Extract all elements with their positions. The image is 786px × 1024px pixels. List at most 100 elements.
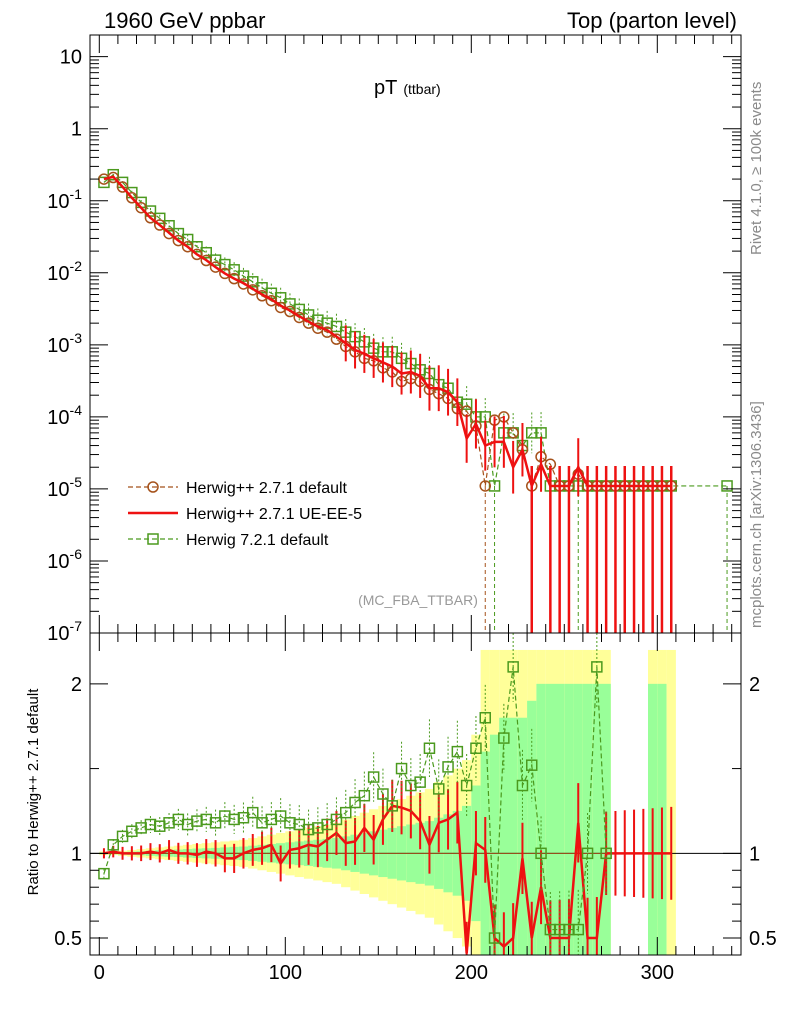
main-marker-herwig-default <box>228 272 240 285</box>
main-marker-herwig-default <box>172 234 185 247</box>
rivet-version-label: Rivet 4.1.0, ≥ 100k events <box>748 82 765 255</box>
ratio-marker-herwig7 <box>126 825 138 838</box>
main-y-tick-label: 10-3 <box>47 330 82 357</box>
main-marker-herwig-default <box>209 261 222 273</box>
ratio-marker-herwig7 <box>526 759 538 771</box>
main-content <box>98 168 733 633</box>
ratio-marker-herwig7 <box>377 788 389 800</box>
ratio-marker-herwig7 <box>367 771 380 783</box>
ratio-band-green <box>582 683 593 955</box>
main-marker-herwig-default <box>135 201 147 214</box>
main-y-tick-label: 10-2 <box>47 258 82 285</box>
main-y-tick-label: 10-4 <box>47 402 82 429</box>
ratio-x-tick-label: 100 <box>269 962 302 984</box>
ratio-marker-herwig7 <box>498 732 510 744</box>
ratio-x-tick-label: 0 <box>94 962 105 984</box>
main-marker-herwig-default <box>293 311 305 324</box>
header-left-title: 1960 GeV ppbar <box>104 8 265 33</box>
main-marker-herwig7 <box>107 168 119 181</box>
ratio-marker-herwig7 <box>107 839 119 851</box>
main-marker-herwig-default <box>181 240 194 253</box>
ratio-marker-herwig7 <box>470 742 482 754</box>
analysis-id-label: (MC_FBA_TTBAR) <box>358 592 478 608</box>
main-marker-herwig-default <box>219 267 231 280</box>
ratio-y-tick-label-right: 0.5 <box>749 928 777 950</box>
ratio-marker-herwig7 <box>209 817 222 829</box>
ratio-x-tick-label: 200 <box>455 962 488 984</box>
main-marker-herwig-default <box>247 284 259 296</box>
ratio-band-green <box>536 683 546 955</box>
main-marker-herwig-default <box>200 254 212 267</box>
ratio-band-yellow <box>666 649 676 955</box>
ratio-marker-herwig7 <box>433 783 445 795</box>
main-y-tick-exponent: -7 <box>70 618 83 634</box>
ratio-band-green <box>564 683 574 955</box>
main-marker-herwig-default <box>154 219 166 231</box>
ratio-marker-herwig7 <box>535 847 547 860</box>
main-marker-herwig-default <box>237 278 250 290</box>
main-marker-herwig7 <box>98 176 110 189</box>
source-label: mcplots.cern.ch [arXiv:1306.3436] <box>748 401 765 628</box>
legend-marker-herwig-default <box>147 481 159 493</box>
ratio-marker-herwig7 <box>414 776 426 788</box>
ratio-marker-herwig7 <box>98 867 110 880</box>
ratio-marker-herwig7 <box>479 711 491 724</box>
plot-title-main: pT <box>374 77 397 99</box>
ratio-marker-herwig7 <box>172 813 185 826</box>
ratio-marker-herwig7 <box>591 661 603 673</box>
ratio-marker-herwig7 <box>358 789 371 802</box>
main-line-herwig-default <box>103 176 672 489</box>
ratio-line-herwig7 <box>103 666 607 939</box>
plot-title-sub: (ttbar) <box>403 81 440 97</box>
ratio-band-green <box>545 683 555 955</box>
ratio-y-tick-label: 2 <box>71 674 82 696</box>
ratio-marker-herwig7 <box>507 661 519 673</box>
ratio-y-tick-label: 1 <box>71 843 82 865</box>
main-marker-herwig7 <box>460 398 473 410</box>
main-marker-herwig-default <box>284 305 296 318</box>
ratio-band-green <box>555 683 565 955</box>
main-marker-herwig7 <box>721 480 733 492</box>
ratio-marker-herwig7 <box>451 745 464 758</box>
ratio-marker-herwig7 <box>516 779 529 792</box>
ratio-marker-herwig7 <box>349 796 361 809</box>
ratio-marker-herwig7 <box>247 806 259 819</box>
ratio-y-tick-label-right: 1 <box>749 843 760 865</box>
main-marker-herwig-default <box>479 480 491 492</box>
ratio-line-herwig-ueee5 <box>103 804 672 954</box>
ratio-panel <box>90 633 741 955</box>
main-y-tick-label: 10-5 <box>47 474 82 501</box>
ratio-marker-herwig7 <box>600 847 612 860</box>
main-y-tick-exponent: -3 <box>70 330 83 346</box>
ratio-band-green <box>527 700 537 955</box>
ratio-marker-herwig7 <box>572 923 584 936</box>
ratio-marker-herwig7 <box>395 762 408 775</box>
ratio-marker-herwig7 <box>340 806 352 819</box>
ratio-x-tick-label: 300 <box>641 962 674 984</box>
plot-title: pT (ttbar) <box>374 77 441 99</box>
ratio-marker-herwig7 <box>386 800 398 812</box>
ratio-marker-herwig7 <box>488 932 501 944</box>
ratio-band-green <box>499 717 509 955</box>
ratio-band-green <box>489 734 500 955</box>
main-y-tick-label: 10 <box>60 47 82 69</box>
legend: Herwig++ 2.7.1 default Herwig++ 2.7.1 UE… <box>128 480 362 549</box>
main-y-tick-label: 10-7 <box>47 618 82 645</box>
main-y-tick-exponent: -2 <box>70 258 83 274</box>
ratio-marker-herwig7 <box>423 742 436 754</box>
ratio-marker-herwig7 <box>237 811 250 824</box>
legend-label-herwig-default: Herwig++ 2.7.1 default <box>186 480 348 497</box>
header-right-title: Top (parton level) <box>567 8 737 33</box>
ratio-marker-herwig7 <box>274 810 287 822</box>
ratio-marker-herwig7 <box>581 847 594 860</box>
ratio-marker-herwig7 <box>330 813 343 826</box>
ratio-y-tick-label-right: 2 <box>749 674 760 696</box>
main-line-herwig-ueee5 <box>103 175 672 490</box>
main-line-herwig7 <box>103 173 728 487</box>
ratio-marker-herwig7 <box>442 761 454 773</box>
main-y-tick-exponent: -4 <box>70 402 83 418</box>
ratio-marker-herwig7 <box>293 818 305 831</box>
legend-label-herwig-ueee5: Herwig++ 2.7.1 UE-EE-5 <box>186 506 362 523</box>
main-y-tick-label: 10-1 <box>47 186 82 213</box>
